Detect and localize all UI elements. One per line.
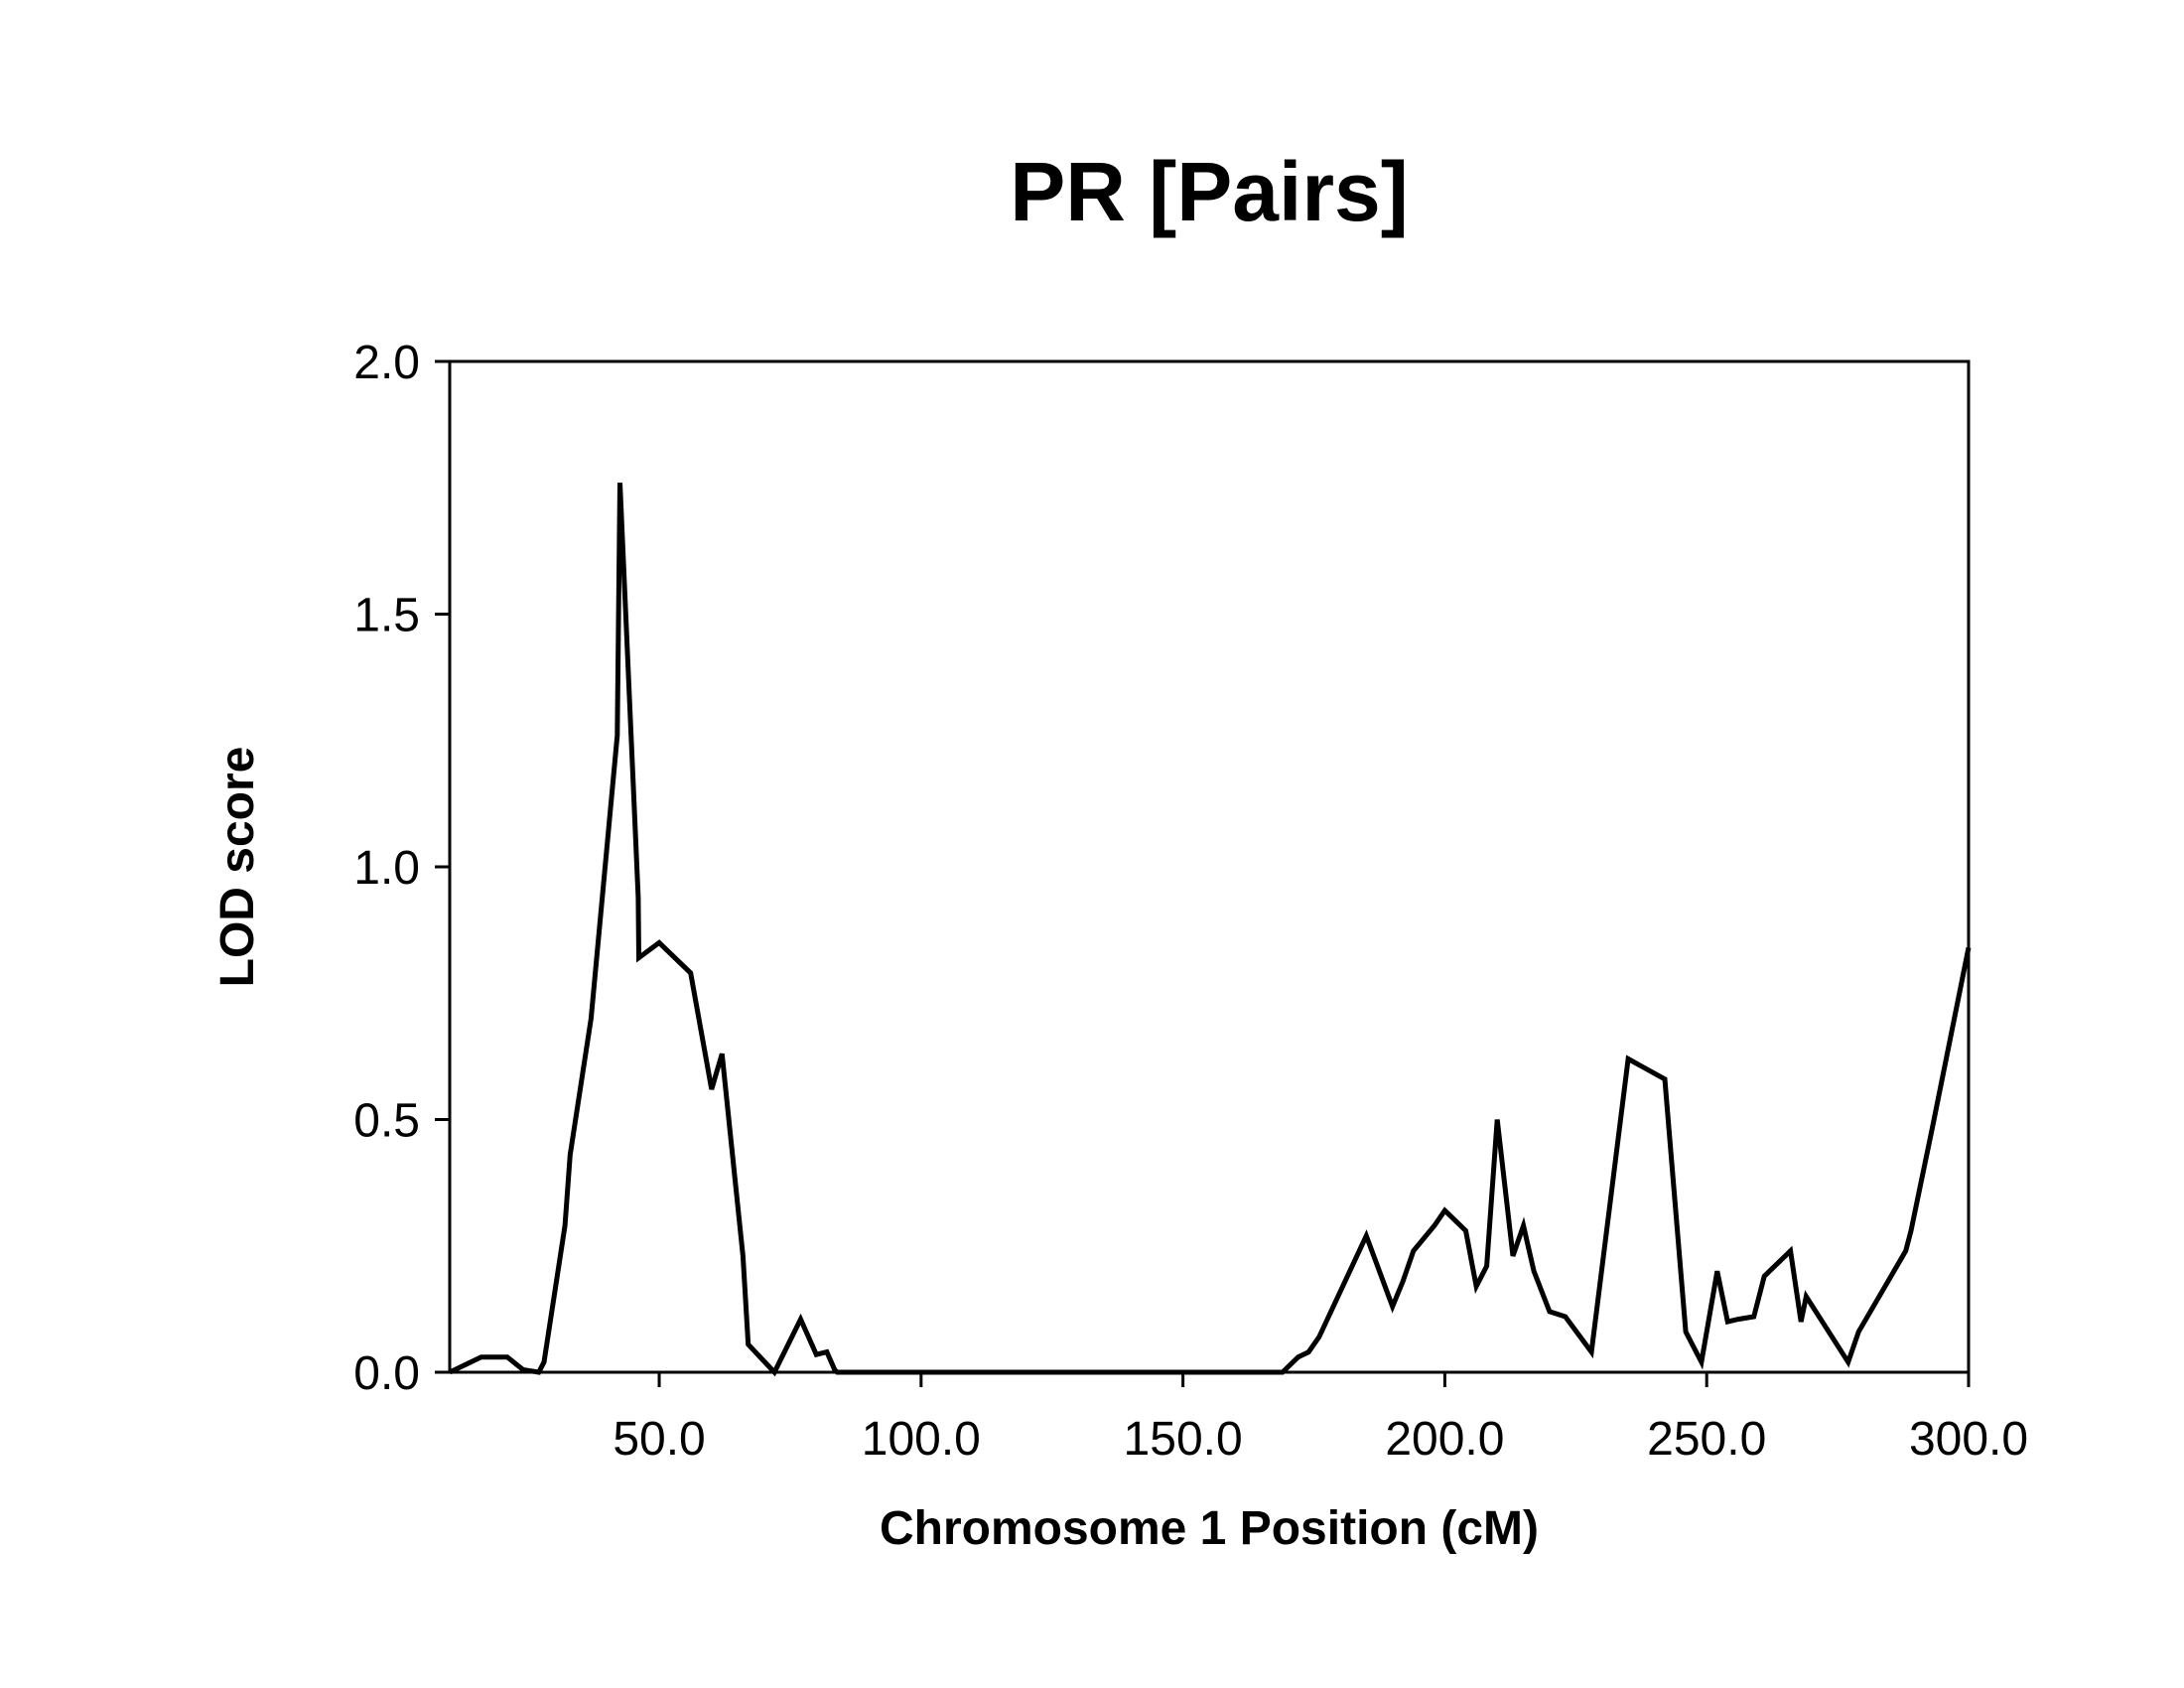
x-tick-label: 50.0 [613, 1413, 705, 1466]
x-tick-label: 150.0 [1124, 1413, 1243, 1466]
x-axis: 50.0 100.0 150.0 200.0 250.0 300.0 [613, 1372, 2028, 1466]
x-tick-label: 200.0 [1385, 1413, 1504, 1466]
y-tick-label: 0.5 [353, 1095, 420, 1148]
y-axis: 0.0 0.5 1.0 1.5 2.0 [353, 337, 450, 1400]
y-tick-label: 0.0 [353, 1347, 420, 1400]
y-tick-label: 1.5 [353, 590, 420, 642]
x-tick-label: 100.0 [862, 1413, 981, 1466]
y-axis-label: LOD score [211, 747, 264, 988]
x-axis-label: Chromosome 1 Position (cM) [880, 1502, 1539, 1555]
chart-title: PR [Pairs] [1010, 145, 1408, 238]
plot-frame [448, 359, 1971, 1374]
y-tick-label: 1.0 [353, 842, 420, 895]
lod-score-line [448, 483, 1972, 1377]
x-tick-label: 300.0 [1909, 1413, 2028, 1466]
y-tick-label: 2.0 [353, 337, 420, 389]
x-tick-label: 250.0 [1647, 1413, 1766, 1466]
